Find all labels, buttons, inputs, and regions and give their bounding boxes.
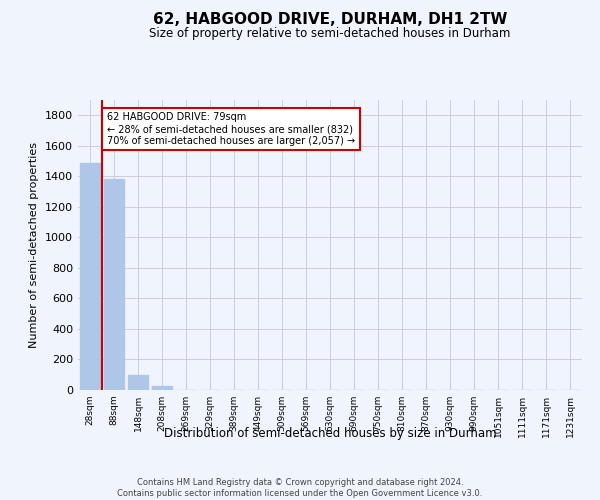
Text: 62, HABGOOD DRIVE, DURHAM, DH1 2TW: 62, HABGOOD DRIVE, DURHAM, DH1 2TW bbox=[153, 12, 507, 28]
Bar bbox=[104, 180, 124, 390]
Text: Size of property relative to semi-detached houses in Durham: Size of property relative to semi-detach… bbox=[149, 28, 511, 40]
Text: Distribution of semi-detached houses by size in Durham: Distribution of semi-detached houses by … bbox=[164, 428, 496, 440]
Y-axis label: Number of semi-detached properties: Number of semi-detached properties bbox=[29, 142, 40, 348]
Bar bbox=[80, 162, 100, 390]
Bar bbox=[128, 376, 148, 390]
Text: Contains HM Land Registry data © Crown copyright and database right 2024.
Contai: Contains HM Land Registry data © Crown c… bbox=[118, 478, 482, 498]
Text: 62 HABGOOD DRIVE: 79sqm
← 28% of semi-detached houses are smaller (832)
70% of s: 62 HABGOOD DRIVE: 79sqm ← 28% of semi-de… bbox=[107, 112, 355, 146]
Bar bbox=[152, 386, 172, 390]
